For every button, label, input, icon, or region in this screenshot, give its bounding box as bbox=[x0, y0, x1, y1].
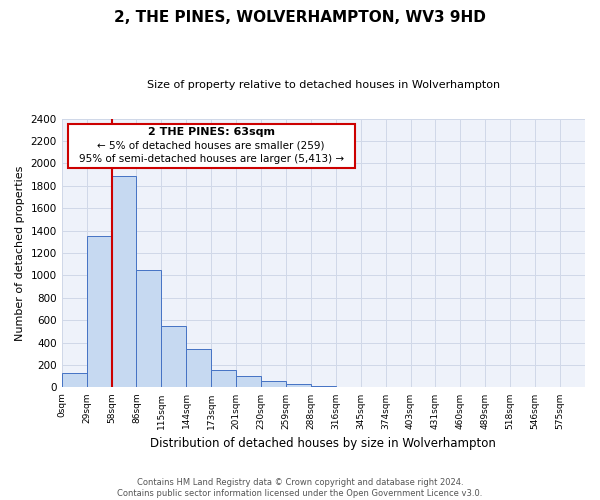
Text: 95% of semi-detached houses are larger (5,413) →: 95% of semi-detached houses are larger (… bbox=[79, 154, 344, 164]
X-axis label: Distribution of detached houses by size in Wolverhampton: Distribution of detached houses by size … bbox=[151, 437, 496, 450]
Bar bbox=[336, 387, 361, 388]
Bar bbox=[261, 380, 286, 388]
Bar bbox=[62, 374, 86, 388]
Bar bbox=[86, 236, 112, 388]
Bar bbox=[286, 384, 311, 388]
Bar bbox=[211, 370, 236, 388]
Bar bbox=[510, 387, 535, 388]
Bar bbox=[136, 270, 161, 388]
Bar bbox=[186, 350, 211, 388]
Bar bbox=[161, 326, 186, 388]
Bar bbox=[236, 376, 261, 388]
Text: ← 5% of detached houses are smaller (259): ← 5% of detached houses are smaller (259… bbox=[97, 141, 325, 151]
Bar bbox=[112, 176, 136, 388]
Title: Size of property relative to detached houses in Wolverhampton: Size of property relative to detached ho… bbox=[147, 80, 500, 90]
Y-axis label: Number of detached properties: Number of detached properties bbox=[15, 166, 25, 340]
Text: 2 THE PINES: 63sqm: 2 THE PINES: 63sqm bbox=[148, 126, 275, 136]
Bar bbox=[311, 386, 336, 388]
Text: 2, THE PINES, WOLVERHAMPTON, WV3 9HD: 2, THE PINES, WOLVERHAMPTON, WV3 9HD bbox=[114, 10, 486, 25]
Text: Contains HM Land Registry data © Crown copyright and database right 2024.
Contai: Contains HM Land Registry data © Crown c… bbox=[118, 478, 482, 498]
